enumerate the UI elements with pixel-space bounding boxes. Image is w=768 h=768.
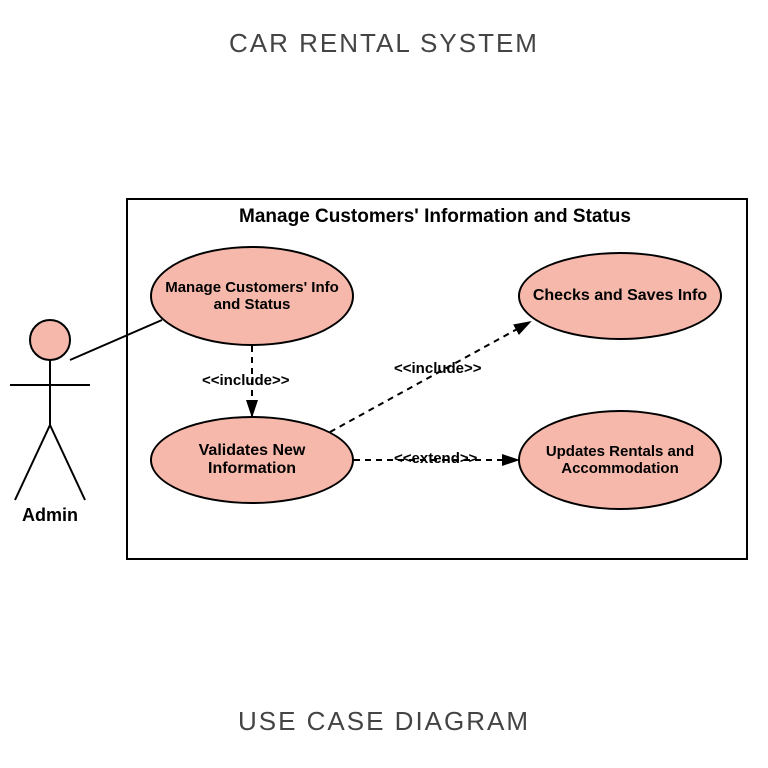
edge-label-extend: <<extend>>: [392, 450, 479, 467]
actor-icon: [10, 320, 90, 500]
usecase-manage: Manage Customers' Info and Status: [150, 246, 354, 346]
edge-label-include-1: <<include>>: [200, 372, 292, 389]
usecase-updates: Updates Rentals and Accommodation: [518, 410, 722, 510]
title-top: CAR RENTAL SYSTEM: [0, 28, 768, 59]
usecase-validates: Validates New Information: [150, 416, 354, 504]
usecase-label: Validates New Information: [156, 442, 348, 478]
usecase-checks: Checks and Saves Info: [518, 252, 722, 340]
diagram-canvas: CAR RENTAL SYSTEM USE CASE DIAGRAM Manag…: [0, 0, 768, 768]
usecase-label: Manage Customers' Info and Status: [156, 279, 348, 313]
edge-label-include-2: <<include>>: [392, 360, 484, 377]
title-bottom: USE CASE DIAGRAM: [0, 706, 768, 737]
usecase-label: Checks and Saves Info: [533, 287, 707, 305]
system-boundary-label: Manage Customers' Information and Status: [126, 206, 744, 228]
actor-label: Admin: [22, 505, 78, 526]
usecase-label: Updates Rentals and Accommodation: [524, 443, 716, 477]
